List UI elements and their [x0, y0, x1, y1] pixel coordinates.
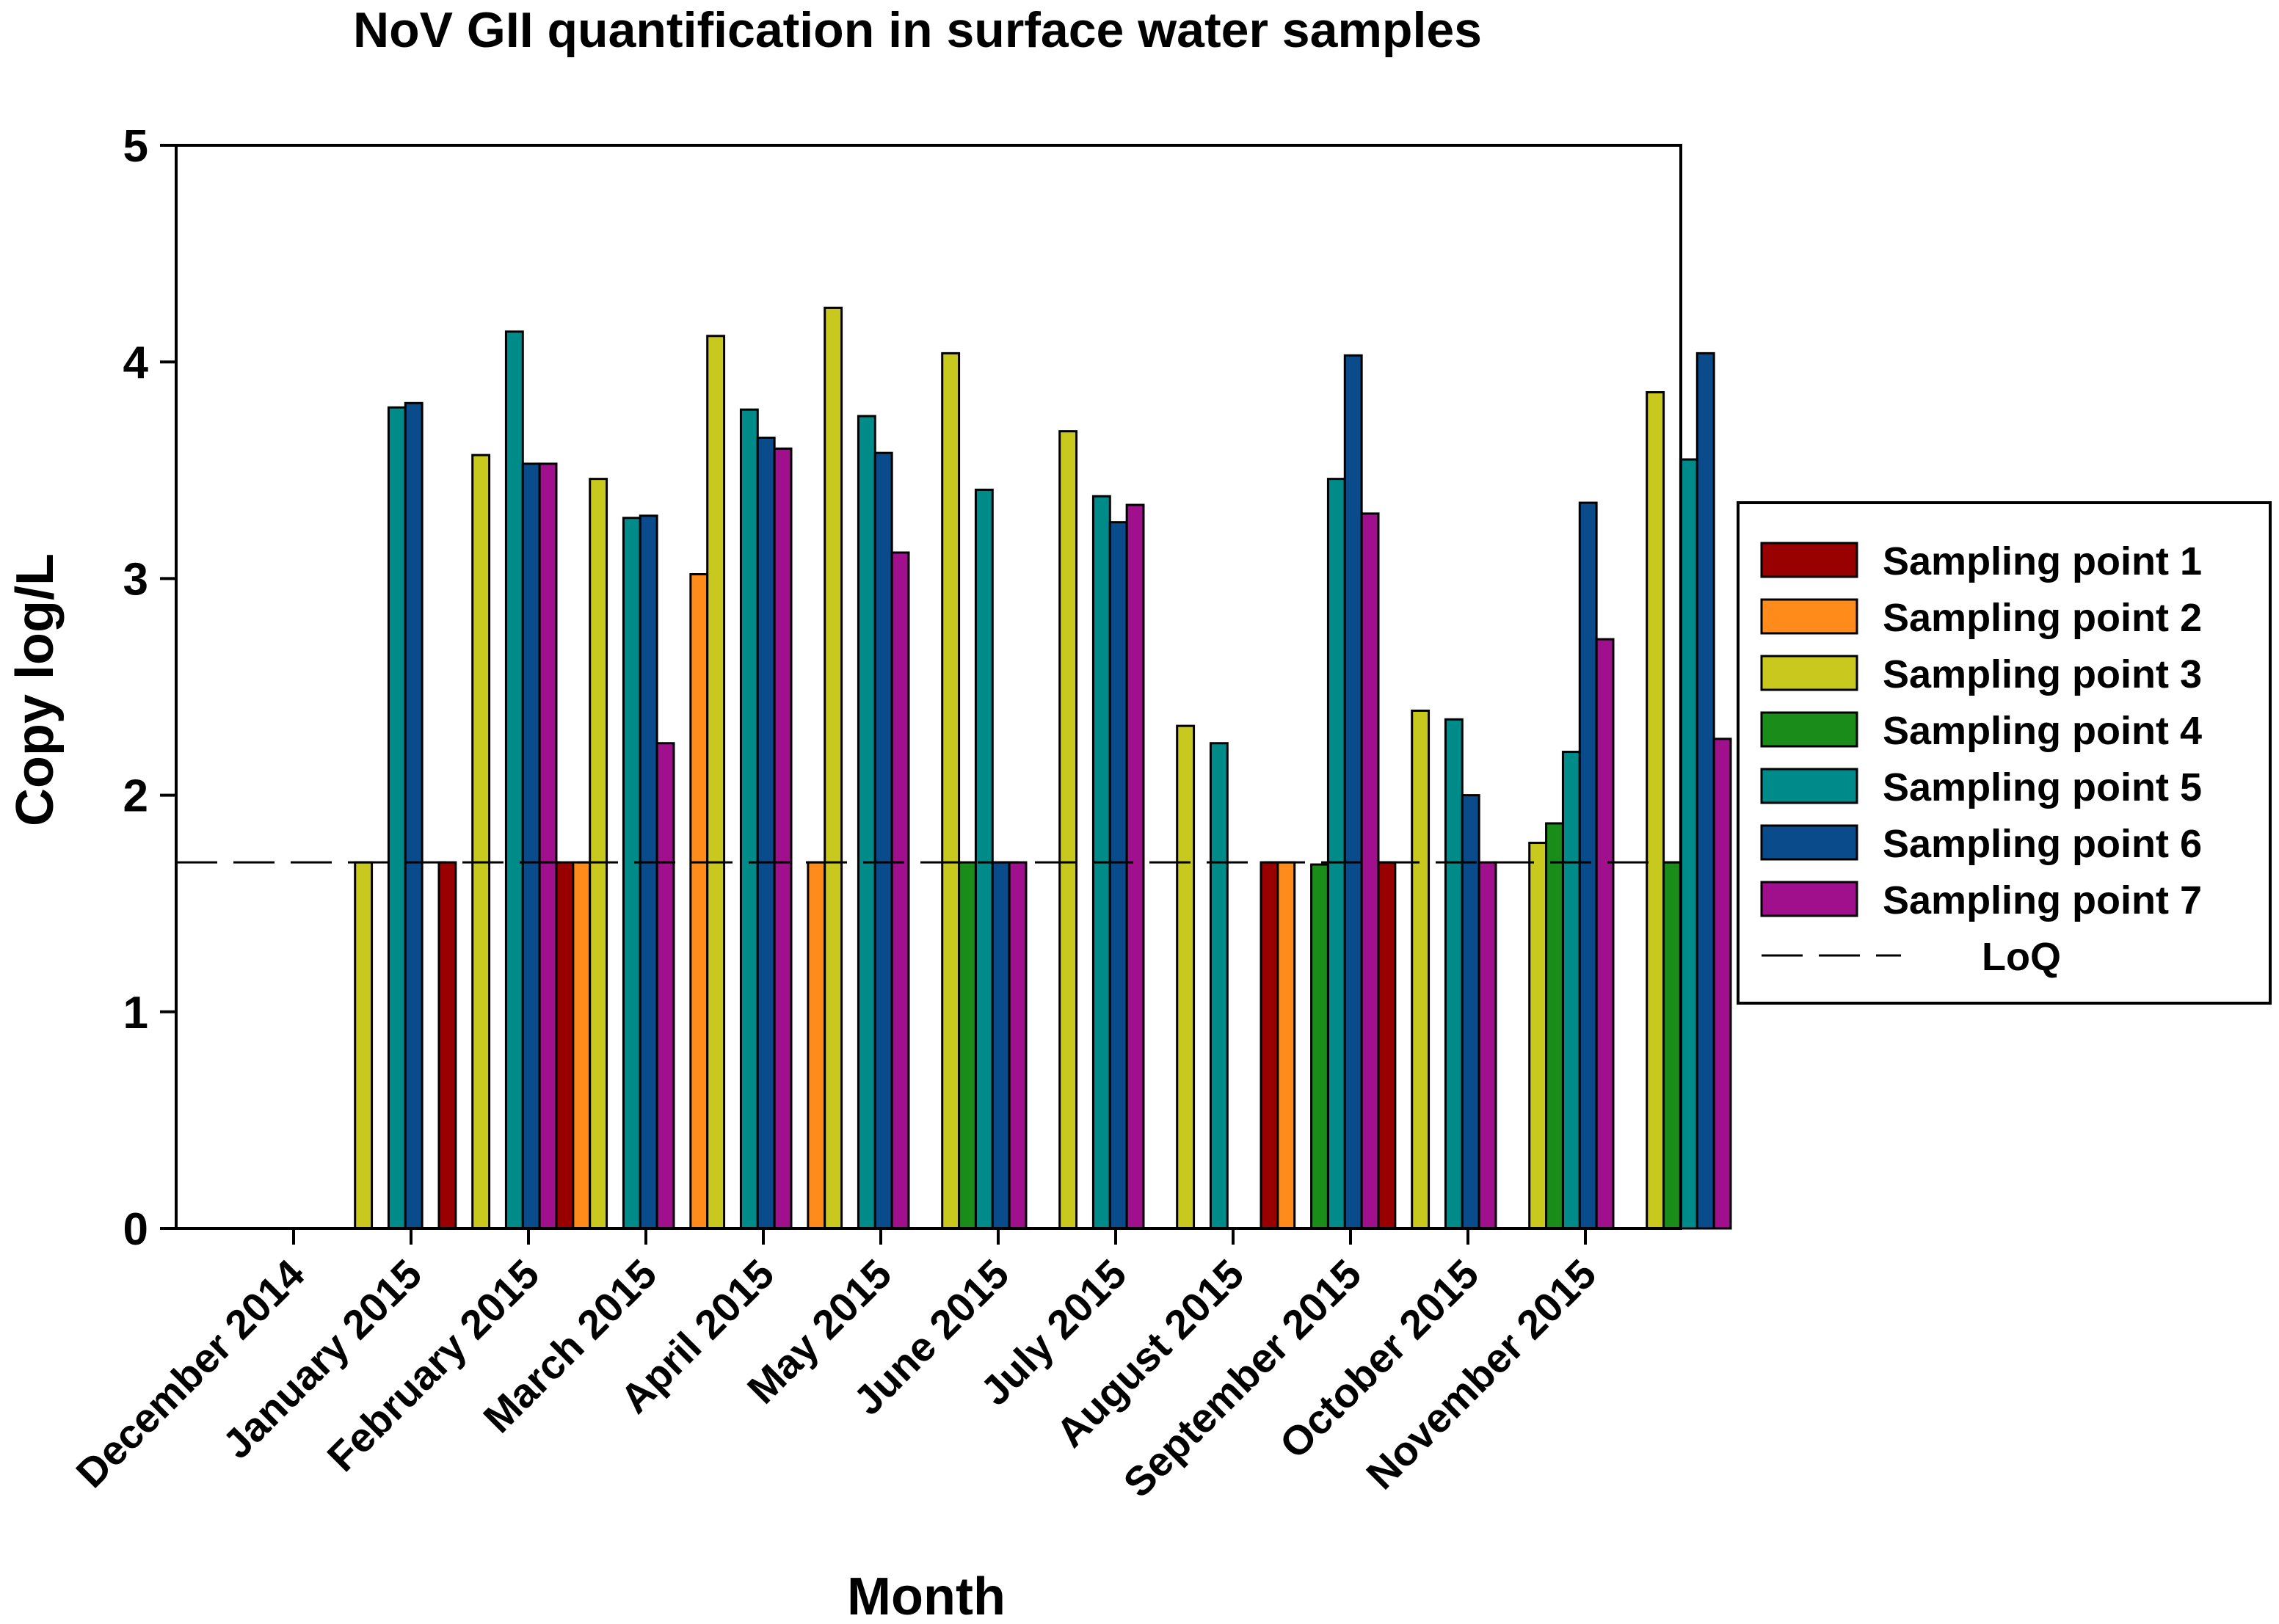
bar-sampling-point-7-november-2015: [1712, 738, 1732, 1230]
bar-sampling-point-5-september-2015: [1444, 718, 1464, 1230]
legend-label-sampling-point-4: Sampling point 4: [1883, 709, 2202, 753]
legend-swatch-sampling-point-2: [1760, 598, 1858, 635]
x-tick-label-january-2015: January 2015: [214, 1250, 431, 1468]
bar-sampling-point-7-february-2015: [655, 742, 675, 1230]
bar-sampling-point-7-october-2015: [1595, 638, 1615, 1230]
plot-frame: [175, 144, 1682, 1230]
y-tick-label-1: 1: [123, 988, 148, 1038]
bar-sampling-point-7-june-2015: [1125, 503, 1145, 1230]
bar-sampling-point-2-april-2015: [807, 861, 826, 1230]
chart-title: NoV GII quantification in surface water …: [353, 2, 1482, 58]
bar-sampling-point-5-july-2015: [1209, 742, 1229, 1230]
legend: Sampling point 1 Sampling point 2 Sampling…: [1737, 501, 2272, 1005]
legend-label-loq: LoQ: [1982, 935, 2061, 979]
y-tick-label-5: 5: [123, 121, 148, 172]
legend-swatch-sampling-point-3: [1760, 655, 1858, 691]
bar-sampling-point-7-september-2015: [1477, 861, 1497, 1230]
bar-sampling-point-3-november-2015: [1646, 391, 1665, 1230]
bar-sampling-point-6-october-2015: [1578, 501, 1598, 1230]
bar-sampling-point-3-july-2015: [1176, 724, 1196, 1230]
legend-label-sampling-point-1: Sampling point 1: [1883, 539, 2202, 583]
bar-sampling-point-3-october-2015: [1528, 842, 1548, 1230]
bar-sampling-point-4-august-2015: [1310, 863, 1329, 1230]
bar-sampling-point-4-may-2015: [958, 861, 977, 1230]
bar-sampling-point-6-may-2015: [991, 861, 1011, 1230]
bar-sampling-point-5-april-2015: [857, 415, 876, 1230]
y-tick-label-4: 4: [123, 338, 149, 388]
bar-sampling-point-5-march-2015: [739, 408, 759, 1230]
bar-sampling-point-3-june-2015: [1058, 430, 1078, 1230]
legend-label-sampling-point-6: Sampling point 6: [1883, 822, 2202, 866]
bar-sampling-point-2-august-2015: [1276, 861, 1296, 1230]
bar-sampling-point-3-march-2015: [706, 335, 726, 1230]
bar-sampling-point-6-april-2015: [873, 451, 893, 1230]
bar-sampling-point-7-may-2015: [1008, 861, 1028, 1230]
x-axis-label: Month: [847, 1567, 1006, 1624]
bars-layer: [354, 306, 1732, 1230]
legend-swatch-sampling-point-1: [1760, 542, 1858, 578]
bar-sampling-point-6-august-2015: [1343, 354, 1363, 1230]
bar-sampling-point-1-september-2015: [1377, 861, 1397, 1230]
bar-sampling-point-5-august-2015: [1326, 478, 1346, 1230]
bar-sampling-point-2-march-2015: [689, 573, 709, 1230]
y-tick-label-3: 3: [123, 554, 148, 605]
legend-frame: [1737, 501, 2272, 1005]
bar-sampling-point-1-january-2015: [437, 861, 457, 1230]
bar-sampling-point-5-december-2014: [387, 406, 407, 1230]
bar-sampling-point-5-november-2015: [1679, 458, 1698, 1230]
bar-sampling-point-7-january-2015: [538, 462, 558, 1230]
bar-sampling-point-1-august-2015: [1260, 861, 1279, 1230]
x-tick-label-february-2015: February 2015: [318, 1250, 548, 1480]
bar-sampling-point-5-may-2015: [974, 488, 994, 1230]
bar-sampling-point-6-june-2015: [1108, 521, 1128, 1230]
legend-swatch-sampling-point-4: [1760, 711, 1858, 748]
bar-sampling-point-6-march-2015: [756, 437, 776, 1230]
bar-sampling-point-6-november-2015: [1695, 352, 1715, 1230]
legend-label-sampling-point-2: Sampling point 2: [1883, 596, 2202, 640]
legend-label-sampling-point-3: Sampling point 3: [1883, 652, 2202, 696]
y-tick-label-0: 0: [123, 1204, 148, 1255]
bar-sampling-point-3-september-2015: [1411, 709, 1431, 1230]
bar-sampling-point-7-april-2015: [890, 551, 910, 1230]
y-axis-label: Copy log/L: [6, 553, 65, 826]
legend-label-sampling-point-5: Sampling point 5: [1883, 765, 2202, 809]
bar-sampling-point-3-may-2015: [941, 352, 961, 1230]
bar-sampling-point-1-february-2015: [555, 861, 575, 1230]
bar-sampling-point-6-december-2014: [404, 401, 424, 1230]
legend-swatch-sampling-point-6: [1760, 824, 1858, 861]
bar-sampling-point-5-february-2015: [622, 517, 641, 1230]
bar-sampling-point-7-march-2015: [773, 447, 793, 1230]
legend-swatch-sampling-point-7: [1760, 881, 1858, 917]
bar-sampling-point-5-october-2015: [1561, 751, 1581, 1230]
legend-label-sampling-point-7: Sampling point 7: [1883, 878, 2202, 922]
bar-sampling-point-7-august-2015: [1360, 512, 1380, 1230]
bar-sampling-point-4-november-2015: [1662, 861, 1682, 1230]
y-tick-label-2: 2: [123, 771, 148, 822]
bar-sampling-point-5-january-2015: [504, 330, 524, 1230]
bar-sampling-point-4-october-2015: [1545, 822, 1564, 1230]
bar-sampling-point-6-february-2015: [639, 514, 658, 1230]
bar-sampling-point-6-january-2015: [521, 462, 541, 1230]
bar-sampling-point-3-april-2015: [824, 306, 843, 1230]
bar-sampling-point-6-september-2015: [1461, 794, 1480, 1230]
legend-swatch-sampling-point-5: [1760, 768, 1858, 804]
x-tick-label-october-2015: October 2015: [1271, 1250, 1487, 1467]
bar-sampling-point-3-december-2014: [354, 861, 374, 1230]
bar-sampling-point-3-january-2015: [471, 454, 491, 1230]
bar-sampling-point-2-february-2015: [572, 861, 592, 1230]
bar-sampling-point-3-february-2015: [589, 478, 608, 1230]
